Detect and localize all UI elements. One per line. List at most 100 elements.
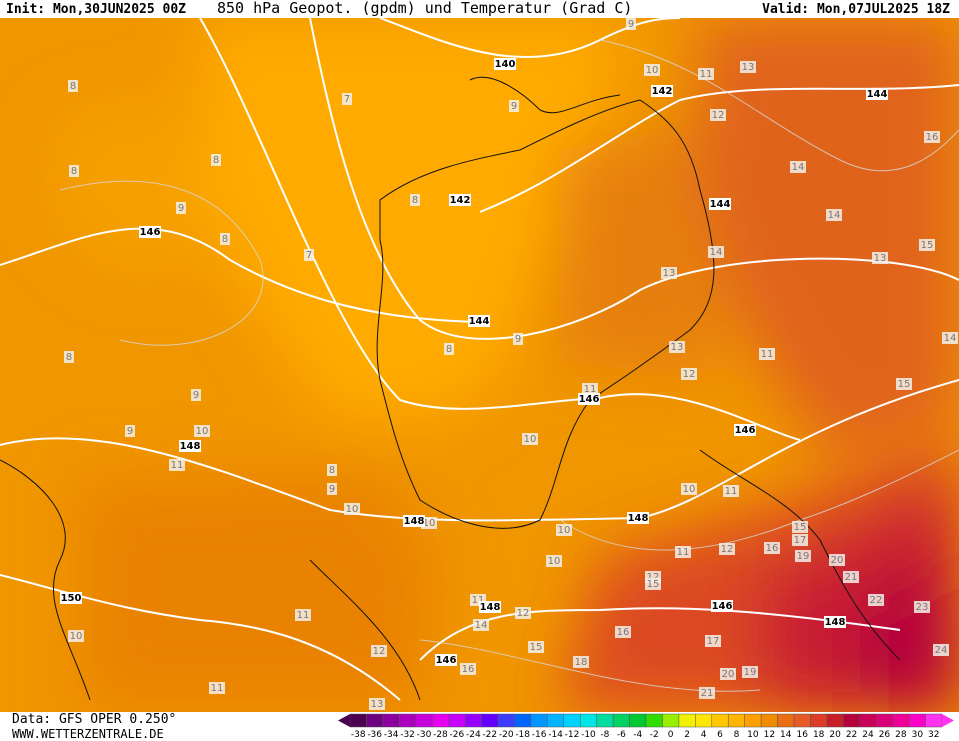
temperature-label-box — [742, 666, 758, 678]
colorbar-tick-label: 24 — [862, 730, 874, 740]
temperature-label: 9 — [628, 19, 634, 30]
temperature-label: 13 — [874, 253, 887, 264]
temperature-label: 20 — [831, 555, 844, 566]
colorbar-tick-label: -14 — [548, 730, 563, 740]
temperature-label: 10 — [558, 525, 571, 536]
geopotential-label-box — [139, 226, 161, 238]
geopotential-label: 142 — [652, 86, 673, 97]
temperature-label: 15 — [530, 642, 543, 653]
temperature-label-box — [125, 425, 135, 437]
geopotential-label: 148 — [404, 516, 425, 527]
colorbar-tick-label: 10 — [747, 730, 759, 740]
header-bar — [0, 0, 959, 18]
temperature-label: 17 — [794, 535, 807, 546]
temperature-label: 18 — [575, 657, 588, 668]
temperature-label-box — [369, 698, 385, 710]
temperature-label: 21 — [701, 688, 714, 699]
colorbar-swatch — [908, 713, 926, 728]
temperature-label: 13 — [663, 268, 676, 279]
colorbar-tick-label: 30 — [912, 730, 924, 740]
colorbar-arrow-high — [942, 714, 954, 727]
temperature-label-box — [513, 333, 523, 345]
valid-time: Valid: Mon,07JUL2025 18Z — [762, 2, 950, 17]
geopotential-label-box — [435, 654, 457, 666]
geopotential-label-box — [734, 424, 756, 436]
data-source: Data: GFS OPER 0.250° — [12, 712, 176, 727]
colorbar-swatch — [875, 713, 893, 728]
geopotential-label-box — [651, 85, 673, 97]
temperature-label-box — [872, 252, 888, 264]
colorbar-swatch — [662, 713, 680, 728]
colorbar-swatch — [695, 713, 713, 728]
temperature-label-box — [342, 93, 352, 105]
geopotential-label: 146 — [712, 601, 733, 612]
geopotential-label: 144 — [867, 89, 888, 100]
colorbar-tick-label: 28 — [895, 730, 907, 740]
temperature-label-box — [64, 351, 74, 363]
colorbar-swatch — [645, 713, 663, 728]
temperature-label: 11 — [211, 683, 224, 694]
geopotential-label: 142 — [450, 195, 471, 206]
colorbar-swatch — [415, 713, 433, 728]
colorbar-swatch — [579, 713, 597, 728]
temperature-label: 8 — [446, 344, 452, 355]
colorbar-arrow-low — [338, 714, 350, 727]
temperature-label: 21 — [845, 572, 858, 583]
temperature-label-box — [626, 18, 636, 30]
geopotential-label-box — [578, 393, 600, 405]
temperature-label: 12 — [517, 608, 530, 619]
colorbar-swatch — [760, 713, 778, 728]
temperature-label-box — [698, 68, 714, 80]
geopotential-label: 150 — [61, 593, 82, 604]
temperature-label-box — [868, 594, 884, 606]
temperature-label-box — [176, 202, 186, 214]
temperature-label-box — [669, 341, 685, 353]
temperature-label: 13 — [742, 62, 755, 73]
temperature-label: 8 — [412, 195, 418, 206]
temperature-label: 9 — [127, 426, 133, 437]
temperature-label-box — [720, 668, 736, 680]
geopotential-label-box — [60, 592, 82, 604]
colorbar-swatch — [349, 713, 367, 728]
temperature-label-box — [371, 645, 387, 657]
colorbar-swatch — [431, 713, 449, 728]
colorbar-swatch — [925, 713, 943, 728]
colorbar-swatch — [678, 713, 696, 728]
temperature-label-box — [211, 154, 221, 166]
temperature-label-box — [509, 100, 519, 112]
temperature-label-box — [710, 109, 726, 121]
colorbar-swatch — [711, 713, 729, 728]
temperature-label: 16 — [617, 627, 630, 638]
geopotential-label: 148 — [180, 441, 201, 452]
temperature-label-box — [68, 80, 78, 92]
temperature-label: 7 — [306, 250, 312, 261]
colorbar-tick-label: 12 — [764, 730, 775, 740]
geopotential-label-box — [179, 440, 201, 452]
temperature-label: 15 — [921, 240, 934, 251]
temperature-label: 11 — [584, 384, 597, 395]
colorbar-swatch — [563, 713, 581, 728]
geopotential-label: 144 — [710, 199, 731, 210]
temperature-label-box — [644, 64, 660, 76]
geopotential-label: 146 — [140, 227, 161, 238]
geopotential-label: 144 — [469, 316, 490, 327]
temperature-label: 17 — [707, 636, 720, 647]
temperature-label: 16 — [766, 543, 779, 554]
temperature-label-box — [515, 607, 531, 619]
temperature-label: 14 — [792, 162, 805, 173]
temperature-label: 12 — [647, 572, 660, 583]
temperature-label: 10 — [646, 65, 659, 76]
temperature-label: 14 — [828, 210, 841, 221]
temperature-label: 10 — [548, 556, 561, 567]
init-time: Init: Mon,30JUN2025 00Z — [6, 2, 186, 17]
colorbar-swatch — [448, 713, 466, 728]
colorbar-tick-label: 2 — [684, 730, 690, 740]
colorbar-tick-label: 14 — [780, 730, 792, 740]
temperature-label-box — [792, 534, 808, 546]
colorbar-swatch — [399, 713, 417, 728]
temperature-label: 10 — [70, 631, 83, 642]
temperature-label: 7 — [344, 94, 350, 105]
temperature-label-box — [410, 194, 420, 206]
temperature-label: 15 — [647, 579, 660, 590]
